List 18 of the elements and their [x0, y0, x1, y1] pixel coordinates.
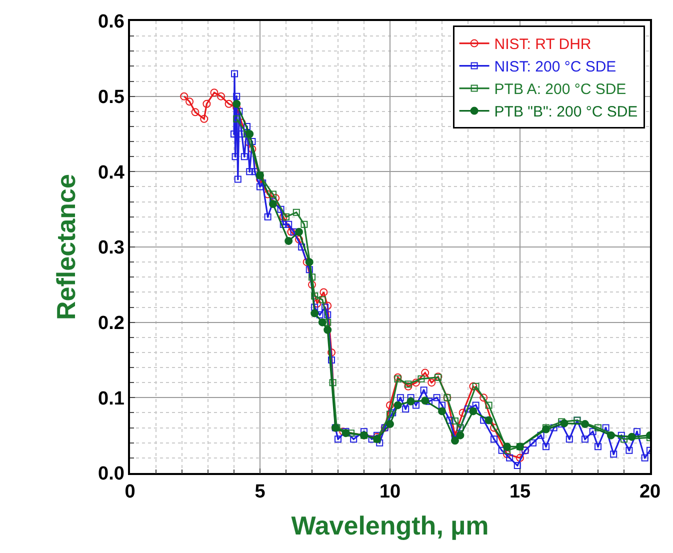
legend-label: NIST: RT DHR	[494, 36, 592, 54]
legend-label: PTB "B": 200 °C SDE	[494, 104, 638, 121]
y-axis-title: Reflectance	[50, 174, 81, 320]
y-tick-label: 0.4	[98, 162, 125, 184]
x-tick-label: 5	[254, 482, 266, 503]
x-axis-title: Wavelength, µm	[291, 510, 489, 541]
x-tick-label: 10	[379, 482, 401, 503]
legend-label: PTB A: 200 °C SDE	[494, 81, 626, 98]
y-tick-label: 0.2	[98, 312, 124, 334]
y-tick-label: 0.6	[98, 12, 124, 33]
y-tick-label: 0.3	[98, 238, 124, 259]
y-tick-label: 0.5	[98, 86, 125, 108]
y-tick-label: 0.1	[98, 388, 125, 410]
x-tick-label: 20	[639, 482, 661, 503]
legend-label: NIST: 200 °C SDE	[494, 58, 616, 76]
x-tick-label: 0	[124, 482, 136, 503]
y-tick-label: 0.0	[98, 464, 124, 485]
x-tick-label: 15	[509, 482, 531, 503]
